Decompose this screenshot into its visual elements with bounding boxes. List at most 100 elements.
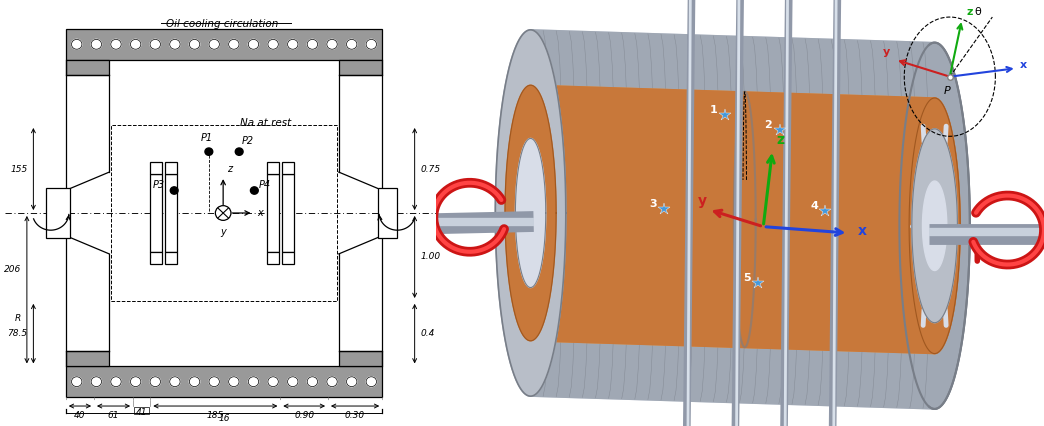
Bar: [267, 174, 280, 252]
Polygon shape: [516, 138, 546, 288]
Polygon shape: [530, 85, 960, 354]
Circle shape: [150, 39, 161, 49]
Circle shape: [327, 377, 337, 387]
Text: y: y: [697, 194, 707, 208]
Circle shape: [268, 377, 279, 387]
Text: P: P: [944, 86, 950, 96]
Text: 0.90: 0.90: [294, 411, 314, 420]
Text: 185: 185: [207, 411, 224, 420]
Bar: [46, 188, 70, 238]
Polygon shape: [505, 85, 934, 354]
Bar: [150, 252, 163, 264]
Bar: [135, 407, 149, 414]
Circle shape: [229, 377, 239, 387]
Bar: [165, 252, 176, 264]
Bar: [66, 351, 110, 366]
Text: 41: 41: [136, 408, 147, 417]
Circle shape: [235, 148, 243, 155]
Circle shape: [287, 377, 298, 387]
Text: 78.5: 78.5: [7, 329, 28, 338]
Text: 5: 5: [743, 273, 751, 283]
Text: 0.4: 0.4: [421, 329, 434, 338]
Polygon shape: [911, 129, 957, 322]
Text: 16: 16: [218, 414, 230, 423]
Circle shape: [111, 377, 121, 387]
Text: x: x: [857, 224, 867, 238]
Circle shape: [189, 377, 199, 387]
Circle shape: [170, 377, 181, 387]
Text: x: x: [257, 208, 263, 218]
Circle shape: [251, 187, 258, 194]
Bar: [378, 188, 398, 238]
Circle shape: [209, 377, 219, 387]
Bar: [112, 125, 336, 301]
Bar: [66, 60, 110, 75]
Bar: [267, 252, 280, 264]
Circle shape: [366, 377, 377, 387]
Circle shape: [91, 39, 101, 49]
Circle shape: [150, 377, 161, 387]
Text: R: R: [15, 314, 21, 323]
Circle shape: [307, 39, 317, 49]
Text: 0.75: 0.75: [421, 164, 441, 173]
Text: P2: P2: [242, 136, 254, 146]
Circle shape: [347, 377, 357, 387]
Text: P4: P4: [259, 181, 271, 190]
Bar: [66, 366, 382, 397]
Text: x: x: [1020, 60, 1027, 70]
Circle shape: [215, 206, 231, 220]
Circle shape: [170, 39, 181, 49]
Text: 4: 4: [810, 201, 817, 211]
Circle shape: [71, 377, 81, 387]
Bar: [282, 162, 293, 174]
Polygon shape: [495, 30, 934, 409]
Text: 61: 61: [108, 411, 119, 420]
Bar: [150, 174, 163, 252]
Text: 206: 206: [4, 265, 21, 274]
Text: Oil cooling circulation: Oil cooling circulation: [166, 19, 278, 29]
Bar: [150, 162, 163, 174]
Text: P3: P3: [153, 181, 165, 190]
Circle shape: [91, 377, 101, 387]
Circle shape: [248, 39, 259, 49]
Text: 3: 3: [649, 199, 657, 209]
Bar: [165, 174, 176, 252]
Circle shape: [327, 39, 337, 49]
Polygon shape: [909, 98, 960, 354]
Polygon shape: [923, 181, 947, 271]
Text: 0.30: 0.30: [345, 411, 365, 420]
Bar: [66, 29, 382, 60]
Circle shape: [205, 148, 213, 155]
Text: y: y: [883, 47, 891, 58]
Circle shape: [268, 39, 279, 49]
Bar: [165, 162, 176, 174]
Circle shape: [130, 377, 141, 387]
Text: z: z: [228, 164, 233, 174]
Circle shape: [170, 187, 179, 194]
Circle shape: [209, 39, 219, 49]
Bar: [339, 351, 382, 366]
Circle shape: [366, 39, 377, 49]
Text: y: y: [220, 227, 226, 237]
Polygon shape: [505, 85, 556, 341]
Polygon shape: [495, 30, 566, 396]
Text: P1: P1: [200, 133, 213, 144]
Text: Na at rest: Na at rest: [239, 118, 291, 128]
Text: 1.00: 1.00: [421, 253, 441, 262]
Circle shape: [130, 39, 141, 49]
Polygon shape: [530, 30, 970, 409]
Text: 2: 2: [764, 120, 773, 130]
Text: 1: 1: [710, 105, 717, 115]
Text: z: z: [777, 132, 785, 147]
Circle shape: [71, 39, 81, 49]
Bar: [267, 162, 280, 174]
Text: 40: 40: [74, 411, 86, 420]
Circle shape: [347, 39, 357, 49]
Circle shape: [111, 39, 121, 49]
Circle shape: [287, 39, 298, 49]
Bar: [339, 60, 382, 75]
Circle shape: [248, 377, 259, 387]
Circle shape: [307, 377, 317, 387]
Text: z: z: [967, 7, 973, 17]
Text: 155: 155: [10, 164, 28, 173]
